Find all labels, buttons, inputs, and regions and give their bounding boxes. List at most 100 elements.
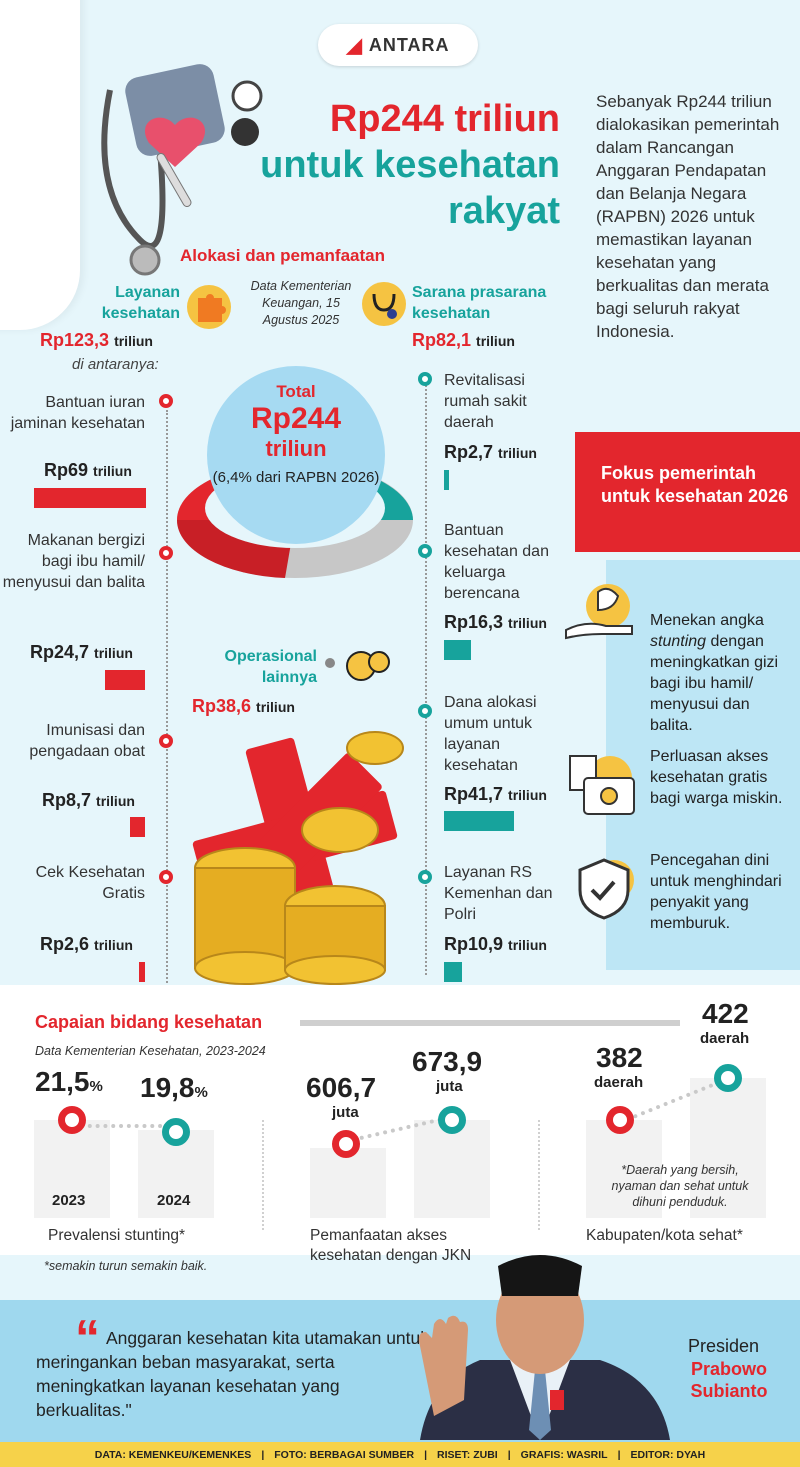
jkn-2024-value: 673,9 [412,1046,483,1077]
stunting-2024-marker [162,1118,190,1146]
total-share: (6,4% dari RAPBN 2026) [212,469,380,486]
quote-text: Anggaran kesehatan kita utamakan untuk m… [36,1326,436,1422]
shield-check-icon [578,858,634,920]
credit-separator: | [261,1448,265,1461]
stunting-note: *semakin turun semakin baik. [44,1259,208,1273]
left-item-2-unit: triliun [94,645,133,661]
focus-item-1: Menekan angka stunting dengan meningkatk… [650,610,795,736]
operasional-value: Rp38,6 triliun [192,696,295,717]
achievements-separator [262,1120,264,1230]
right-item-3-text: Dana alokasi umum untuk layanan kesehata… [444,694,537,774]
president-name: Prabowo Subianto [690,1359,768,1401]
right-item-2-unit: triliun [508,615,547,631]
jkn-2024-marker [438,1106,466,1134]
right-item-1-text: Revitalisasi rumah sakit daerah [444,372,527,431]
left-item-2-amount: Rp24,7 [30,642,90,662]
sarana-unit: triliun [476,333,515,349]
left-item-4-text: Cek Kesehatan Gratis [35,864,145,902]
achievements-separator [538,1120,540,1230]
right-item-2-text: Bantuan kesehatan dan keluarga berencana [444,522,549,602]
allocation-title: Alokasi dan pemanfaatan [180,246,386,265]
president-role: Presiden [688,1336,760,1356]
left-item-3-unit: triliun [96,793,135,809]
right-item-4-bar [444,962,462,982]
left-connector-line [166,410,168,990]
antara-logo: ◢ ANTARA [318,24,478,66]
left-item-4-value: Rp2,6 triliun [40,934,133,955]
focus-panel [606,560,800,970]
gears-icon [346,651,390,681]
right-item-3-value: Rp41,7 triliun [444,784,547,805]
left-item-3-bar [130,817,145,837]
stunting-year-2023: 2023 [52,1192,86,1209]
stunting-2024-value: 19,8% [140,1072,208,1104]
focus-item-1-text-a: Menekan angka [650,612,764,629]
nutrition-hand-icon [565,584,633,640]
credits-footer: DATA: KEMENKEU/KEMENKES | FOTO: BERBAGAI … [0,1442,800,1467]
kabkota-2023-unit: daerah [594,1074,644,1091]
credit-research: RISET: ZUBI [437,1448,498,1461]
right-item-4-unit: triliun [508,937,547,953]
jkn-2023-value: 606,7 [306,1072,377,1103]
stethoscope-illustration [101,64,263,276]
focus-item-3: Pencegahan dini untuk menghindari penyak… [650,852,782,932]
allocation-source: Data Kementerian Keuangan, 15 Agustus 20… [250,279,352,327]
layanan-kesehatan-value: Rp123,3 triliun [40,330,153,351]
left-item-1-amount: Rp69 [44,460,89,480]
right-item-dot [418,544,432,558]
left-item-dot [159,870,173,884]
right-item-1-value: Rp2,7 triliun [444,442,537,463]
left-item-3-text: Imunisasi dan pengadaan obat [29,722,145,760]
total-unit: triliun [265,436,327,461]
jkn-2024-column [414,1120,490,1218]
quote-mark-icon: “ [75,1310,100,1366]
credit-separator: | [424,1448,428,1461]
stunting-2023-number: 21,5 [35,1066,90,1097]
intro-text: Sebanyak Rp244 triliun dialokasikan peme… [596,92,780,341]
logo-text: ANTARA [368,34,450,55]
layanan-amount: Rp123,3 [40,330,110,350]
stunting-2024-number: 19,8 [140,1072,195,1103]
layanan-kesehatan-label: Layanan kesehatan [101,284,180,322]
total-value: Rp244 [250,402,342,435]
medical-kit-icon [569,755,635,815]
antara-logo-icon: ◢ [346,34,363,57]
kabkota-2023-value: 382 [596,1042,643,1073]
credit-photo: FOTO: BERBAGAI SUMBER [274,1448,415,1461]
right-item-2-value: Rp16,3 triliun [444,612,547,633]
medical-cross-coins-illustration [192,731,404,985]
jkn-caption: Pemanfaatan akses kesehatan dengan JKN [310,1227,472,1264]
achievements-source: Data Kementerian Kesehatan, 2023-2024 [35,1044,266,1058]
left-item-1-unit: triliun [93,463,132,479]
stunting-2024-unit: % [194,1084,208,1101]
credit-separator: | [617,1448,621,1461]
sarana-prasarana-value: Rp82,1 triliun [412,330,515,351]
kabkota-caption: Kabupaten/kota sehat* [586,1227,743,1244]
stunting-2023-marker [58,1106,86,1134]
left-item-4-bar [139,962,145,982]
right-item-dot [418,870,432,884]
right-item-dot [418,704,432,718]
stunting-trend-line [80,1124,170,1128]
right-item-2-amount: Rp16,3 [444,612,504,632]
left-item-2-text: Makanan bergizi bagi ibu hamil/ menyusui… [2,532,145,591]
right-item-2-bar [444,640,471,660]
kabkota-2024-unit: daerah [700,1030,750,1047]
jkn-2023-unit: juta [332,1104,359,1121]
left-item-4-unit: triliun [94,937,133,953]
right-connector-line [425,385,427,975]
left-item-2-value: Rp24,7 triliun [30,642,133,663]
right-item-1-unit: triliun [498,445,537,461]
right-item-1-bar [444,470,449,490]
stunting-caption: Prevalensi stunting* [48,1227,185,1244]
stunting-2023-column [34,1120,110,1218]
president-portrait [418,1255,670,1440]
focus-title: Fokus pemerintah untuk kesehatan 2026 [575,432,800,552]
right-item-3-amount: Rp41,7 [444,784,504,804]
stunting-2023-unit: % [89,1078,103,1095]
kabkota-2024-column [690,1078,766,1218]
right-item-4-text: Layanan RS Kemenhan dan Polri [444,864,553,923]
layanan-unit: triliun [114,333,153,349]
left-item-3-value: Rp8,7 triliun [42,790,135,811]
left-item-dot [159,394,173,408]
